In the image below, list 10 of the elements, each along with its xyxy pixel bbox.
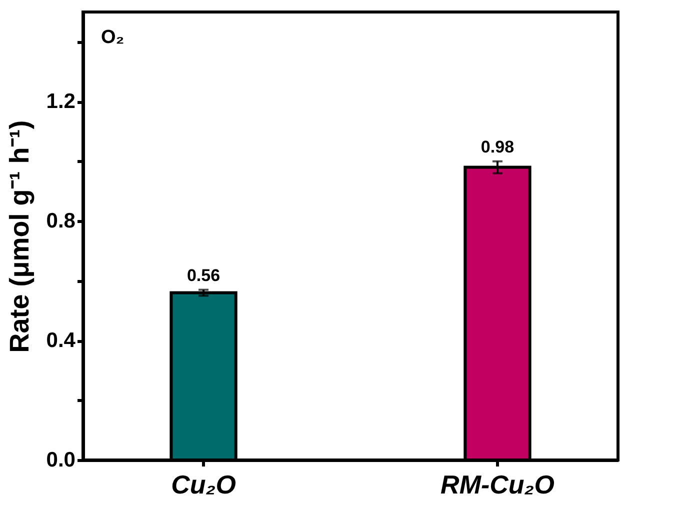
y-tick-label: 1.2 <box>46 90 76 114</box>
y-tick-label: 0.4 <box>46 329 76 352</box>
y-tick-label: 0.8 <box>46 210 76 233</box>
y-tick-label: 0.0 <box>46 448 76 472</box>
data-label: 0.98 <box>480 137 514 156</box>
y-axis-title: Rate (μmol g⁻¹ h⁻¹) <box>4 120 34 353</box>
x-tick-label: RM-Cu₂O <box>440 470 554 500</box>
data-label: 0.56 <box>186 266 220 285</box>
annotation: O₂ <box>101 27 124 48</box>
x-tick-label: Cu₂O <box>171 470 236 500</box>
